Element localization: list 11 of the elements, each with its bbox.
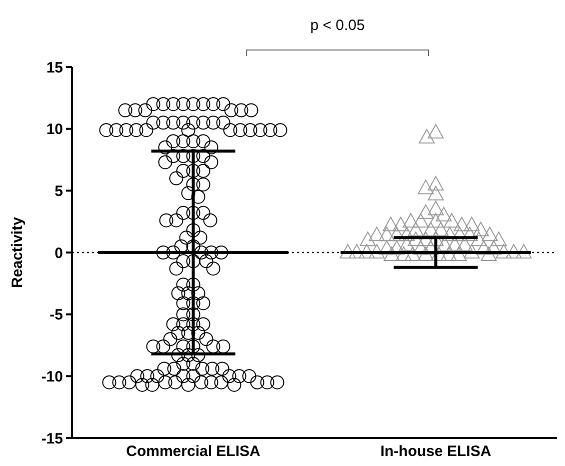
y-tick-label: 15 [46, 59, 63, 76]
y-axis-title: Reactivity [9, 216, 26, 288]
y-tick-label: 0 [54, 244, 63, 262]
y-tick-label: -5 [50, 306, 63, 324]
y-tick-label: 10 [46, 121, 63, 138]
text: p < 0.05 [310, 17, 365, 34]
y-tick-label: 5 [54, 182, 63, 200]
x-tick-label: In-house ELISA [380, 443, 492, 460]
y-tick-label: -15 [41, 430, 63, 448]
y-tick-label: -10 [41, 368, 63, 386]
x-tick-label: Commercial ELISA [126, 443, 261, 460]
